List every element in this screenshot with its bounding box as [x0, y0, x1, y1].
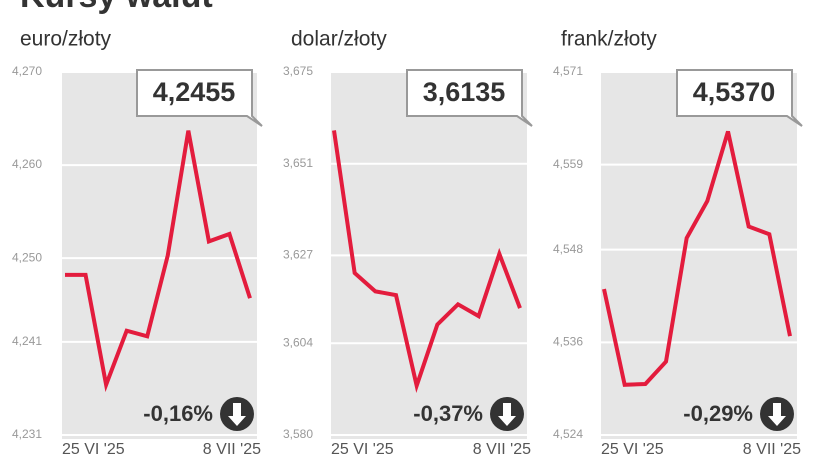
- x-tick-label: 8 VII '25: [203, 441, 261, 458]
- x-tick-label: 25 VI '25: [601, 441, 664, 458]
- down-arrow: [228, 403, 246, 426]
- down-arrow: [768, 403, 786, 426]
- x-tick-label: 25 VI '25: [331, 441, 394, 458]
- change-label: -0,29%: [683, 401, 753, 426]
- y-tick-label: 4,548: [553, 242, 583, 256]
- x-tick-label: 25 VI '25: [62, 441, 125, 458]
- y-tick-label: 3,604: [283, 335, 313, 349]
- current-value: 4,2455: [153, 77, 236, 107]
- page-title: Kursy walut: [20, 0, 213, 15]
- y-tick-label: 4,241: [12, 334, 42, 348]
- current-value: 3,6135: [423, 77, 506, 107]
- current-value: 4,5370: [693, 77, 776, 107]
- y-tick-label: 4,536: [553, 334, 583, 348]
- y-tick-label: 4,559: [553, 157, 583, 171]
- y-tick-label: 3,580: [283, 427, 313, 441]
- data-line: [332, 130, 522, 394]
- y-tick-label: 3,675: [283, 64, 313, 78]
- y-tick-label: 4,250: [12, 250, 42, 264]
- plot-background: [601, 72, 797, 439]
- panel-title: euro/złoty: [20, 28, 112, 51]
- down-arrow: [498, 403, 516, 426]
- y-tick-label: 4,260: [12, 157, 42, 171]
- y-tick-label: 4,524: [553, 427, 583, 441]
- panel-title: frank/złoty: [561, 28, 657, 51]
- y-tick-label: 4,270: [12, 64, 42, 78]
- x-tick-label: 8 VII '25: [743, 441, 801, 458]
- change-label: -0,16%: [143, 401, 213, 426]
- data-line: [602, 130, 792, 387]
- y-tick-label: 4,231: [12, 427, 42, 441]
- y-tick-label: 3,651: [283, 156, 313, 170]
- value-box: [136, 69, 263, 127]
- value-box: [406, 69, 533, 127]
- plot-background: [62, 72, 257, 439]
- y-tick-label: 4,571: [553, 64, 583, 78]
- x-tick-label: 8 VII '25: [473, 441, 531, 458]
- data-line: [65, 130, 252, 393]
- change-label: -0,37%: [413, 401, 483, 426]
- value-box: [676, 69, 803, 127]
- panel-title: dolar/złoty: [291, 28, 387, 51]
- y-tick-label: 3,627: [283, 248, 313, 262]
